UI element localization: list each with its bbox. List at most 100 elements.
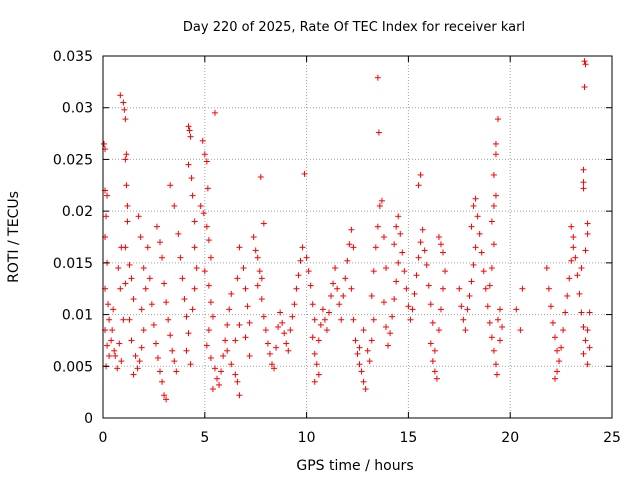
- data-point: [114, 365, 121, 372]
- data-point: [391, 241, 398, 248]
- data-point: [140, 265, 147, 272]
- data-point: [185, 330, 192, 337]
- data-point: [580, 350, 587, 357]
- data-point: [342, 275, 349, 282]
- data-point: [117, 285, 124, 292]
- data-point: [153, 223, 160, 230]
- data-point: [183, 313, 190, 320]
- data-point: [315, 371, 322, 378]
- data-point: [191, 285, 198, 292]
- data-point: [311, 316, 318, 323]
- data-point: [150, 321, 157, 328]
- data-point: [297, 257, 304, 264]
- data-point: [118, 358, 125, 365]
- data-point: [123, 151, 130, 158]
- data-point: [188, 175, 195, 182]
- x-tick-label: 20: [501, 430, 519, 446]
- data-point: [134, 365, 141, 372]
- data-point: [268, 361, 275, 368]
- data-point: [554, 368, 561, 375]
- data-point: [183, 347, 190, 354]
- data-point: [413, 272, 420, 279]
- x-tick-label: 15: [399, 430, 417, 446]
- data-point: [293, 285, 300, 292]
- data-point: [435, 234, 442, 240]
- data-point: [220, 352, 227, 359]
- x-tick-label: 0: [99, 430, 108, 446]
- data-point: [350, 316, 357, 323]
- data-point: [572, 254, 579, 261]
- data-point: [122, 156, 129, 163]
- data-point: [187, 361, 194, 368]
- data-point: [374, 74, 381, 81]
- data-point: [433, 375, 440, 382]
- data-point: [199, 137, 206, 144]
- data-point: [570, 244, 577, 251]
- data-point: [395, 213, 402, 220]
- data-point: [177, 254, 184, 261]
- data-point: [578, 265, 585, 272]
- data-point: [104, 192, 111, 199]
- data-point: [138, 306, 145, 313]
- data-point: [124, 218, 131, 225]
- data-point: [279, 319, 286, 326]
- data-point: [403, 285, 410, 292]
- data-point: [103, 213, 110, 220]
- data-point: [112, 352, 119, 359]
- data-point: [120, 316, 127, 323]
- data-point: [584, 220, 591, 227]
- data-point: [232, 371, 239, 378]
- data-point: [193, 265, 200, 272]
- data-point: [307, 282, 314, 289]
- data-point: [378, 197, 385, 204]
- data-point: [163, 396, 170, 403]
- data-point: [313, 361, 320, 368]
- data-point: [130, 296, 137, 303]
- data-point: [157, 239, 164, 246]
- data-point: [574, 272, 581, 279]
- data-point: [584, 361, 591, 368]
- data-point: [499, 323, 506, 330]
- y-tick-label: 0.005: [53, 359, 93, 375]
- y-axis-label: ROTI / TECUs: [6, 191, 22, 283]
- data-point: [427, 340, 434, 347]
- data-point: [478, 249, 485, 256]
- data-point: [104, 342, 111, 349]
- data-point: [338, 316, 345, 323]
- data-point: [368, 292, 375, 299]
- data-point: [484, 303, 491, 310]
- data-point: [250, 234, 257, 240]
- data-point: [222, 337, 229, 344]
- y-tick-label: 0: [84, 411, 93, 427]
- data-point: [490, 347, 497, 354]
- data-point: [106, 316, 113, 323]
- data-point: [163, 299, 170, 306]
- data-point: [464, 306, 471, 313]
- data-point: [554, 347, 561, 354]
- data-point: [497, 337, 504, 344]
- data-point: [370, 268, 377, 275]
- data-point: [584, 230, 591, 237]
- data-point: [330, 280, 337, 287]
- data-point: [116, 340, 123, 347]
- data-point: [417, 239, 424, 246]
- data-point: [580, 179, 587, 186]
- data-point: [486, 282, 493, 289]
- data-point: [336, 301, 343, 308]
- data-point: [317, 321, 324, 328]
- data-point: [289, 313, 296, 320]
- data-point: [204, 185, 211, 192]
- data-point: [490, 241, 497, 248]
- data-point: [321, 316, 328, 323]
- data-point: [232, 337, 239, 344]
- data-point: [549, 319, 556, 326]
- x-tick-label: 25: [603, 430, 621, 446]
- data-point: [148, 301, 155, 308]
- data-point: [319, 306, 326, 313]
- data-point: [348, 226, 355, 233]
- data-point: [513, 306, 520, 313]
- data-point: [383, 323, 390, 330]
- data-point: [138, 344, 145, 351]
- data-point: [385, 342, 392, 349]
